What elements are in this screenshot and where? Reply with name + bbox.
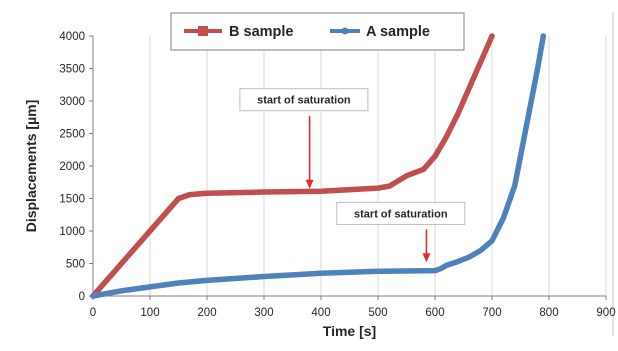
y-tick-label: 2000 [59,161,85,173]
y-tick-label: 1500 [59,194,85,206]
x-tick-label: 700 [482,307,501,319]
x-tick-label: 800 [539,307,558,319]
annotation-arrowhead [305,179,314,189]
y-tick-label: 1000 [59,226,85,238]
y-tick-label: 2500 [59,129,85,141]
data-series [90,33,547,299]
x-tick-label: 300 [254,307,273,319]
legend-marker-square [198,26,208,36]
axes: 0 500 1000 1500 2000 2500 3000 3500 4000 0 100 200 3… [59,31,615,319]
annotations: start of saturation start of saturation [239,88,466,263]
x-tick-label: 100 [140,307,159,319]
annotation-box [336,201,466,225]
x-tick-label: 0 [90,307,96,319]
y-tick-label: 3500 [59,64,85,76]
annotation-arrowhead [422,253,431,263]
x-tick-label: 900 [596,307,615,319]
annotation-box [239,88,369,112]
annotation-label: start of saturation [257,95,351,107]
y-tick-label: 500 [66,259,85,271]
legend-marker-circle [341,27,349,35]
annotation-label: start of saturation [354,208,448,220]
legend-label-a-sample: A sample [366,24,430,40]
series-line-b-sample [90,33,495,299]
gridlines [149,36,607,296]
y-tick-label: 3000 [59,96,85,108]
axis-labels: Time [s] Displacements [µm] [23,100,376,339]
x-tick-label: 500 [368,307,387,319]
series-line-a-sample [90,33,547,299]
x-tick-label: 400 [311,307,330,319]
x-tick-label: 600 [425,307,444,319]
legend-label-b-sample: B sample [229,24,293,40]
y-tick-label: 0 [79,291,85,303]
y-axis-title: Displacements [µm] [23,100,39,233]
y-tick-label: 4000 [59,31,85,43]
x-tick-label: 200 [197,307,216,319]
x-axis-title: Time [s] [323,323,376,339]
legend: B sample A sample [170,12,465,51]
